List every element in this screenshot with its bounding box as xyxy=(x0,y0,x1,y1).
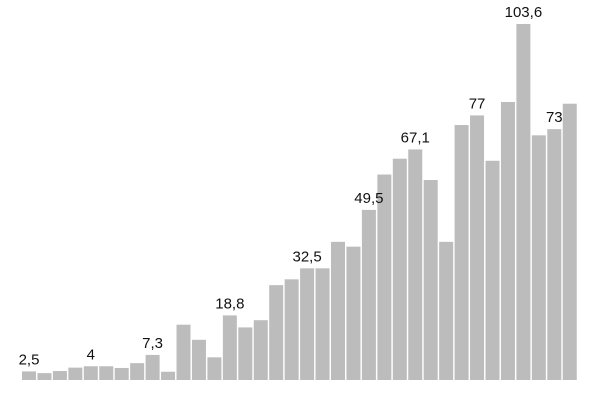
bar-23 xyxy=(377,174,392,380)
bar-32 xyxy=(516,24,531,380)
bar-series xyxy=(22,24,577,380)
data-label-0: 2,5 xyxy=(19,351,40,368)
bar-10 xyxy=(176,324,191,380)
data-label-4: 4 xyxy=(87,346,95,363)
bar-20 xyxy=(331,241,345,380)
bar-0 xyxy=(22,371,36,380)
bar-24 xyxy=(392,158,407,380)
bar-5 xyxy=(99,366,114,380)
bar-2 xyxy=(52,371,67,380)
bar-29 xyxy=(470,115,485,380)
bar-16 xyxy=(269,285,284,380)
data-label-32: 103,6 xyxy=(505,4,543,21)
bar-1 xyxy=(37,373,52,380)
bar-15 xyxy=(253,320,268,380)
bar-11 xyxy=(191,339,206,380)
bar-3 xyxy=(68,367,83,380)
data-label-29: 77 xyxy=(469,95,486,112)
bar-13 xyxy=(222,315,237,380)
data-label-13: 18,8 xyxy=(215,295,244,312)
bar-17 xyxy=(284,279,299,380)
bar-25 xyxy=(408,149,423,380)
data-labels: 2,5 4 7,3 18,8 32,5 49,5 67,1 77 103,6 73 xyxy=(19,4,563,368)
data-label-18: 32,5 xyxy=(292,248,321,265)
bar-27 xyxy=(439,241,454,380)
bar-31 xyxy=(500,102,515,380)
bar-6 xyxy=(114,367,129,380)
data-label-34: 73 xyxy=(546,109,563,126)
bar-22 xyxy=(361,209,376,380)
data-label-25: 67,1 xyxy=(401,129,430,146)
bar-9 xyxy=(161,371,176,380)
bar-35 xyxy=(562,103,577,380)
bar-8 xyxy=(145,354,160,380)
bar-12 xyxy=(207,357,222,380)
bar-33 xyxy=(531,135,546,380)
bar-28 xyxy=(454,125,469,380)
bar-7 xyxy=(130,363,145,380)
data-label-22: 49,5 xyxy=(354,190,383,207)
bar-30 xyxy=(485,160,500,380)
bar-18 xyxy=(300,268,315,380)
bar-21 xyxy=(346,246,361,380)
bar-34 xyxy=(547,129,562,380)
bar-14 xyxy=(238,327,253,380)
bar-4 xyxy=(83,366,98,380)
data-label-8: 7,3 xyxy=(142,335,163,352)
bar-19 xyxy=(315,268,330,380)
bar-26 xyxy=(423,180,438,380)
